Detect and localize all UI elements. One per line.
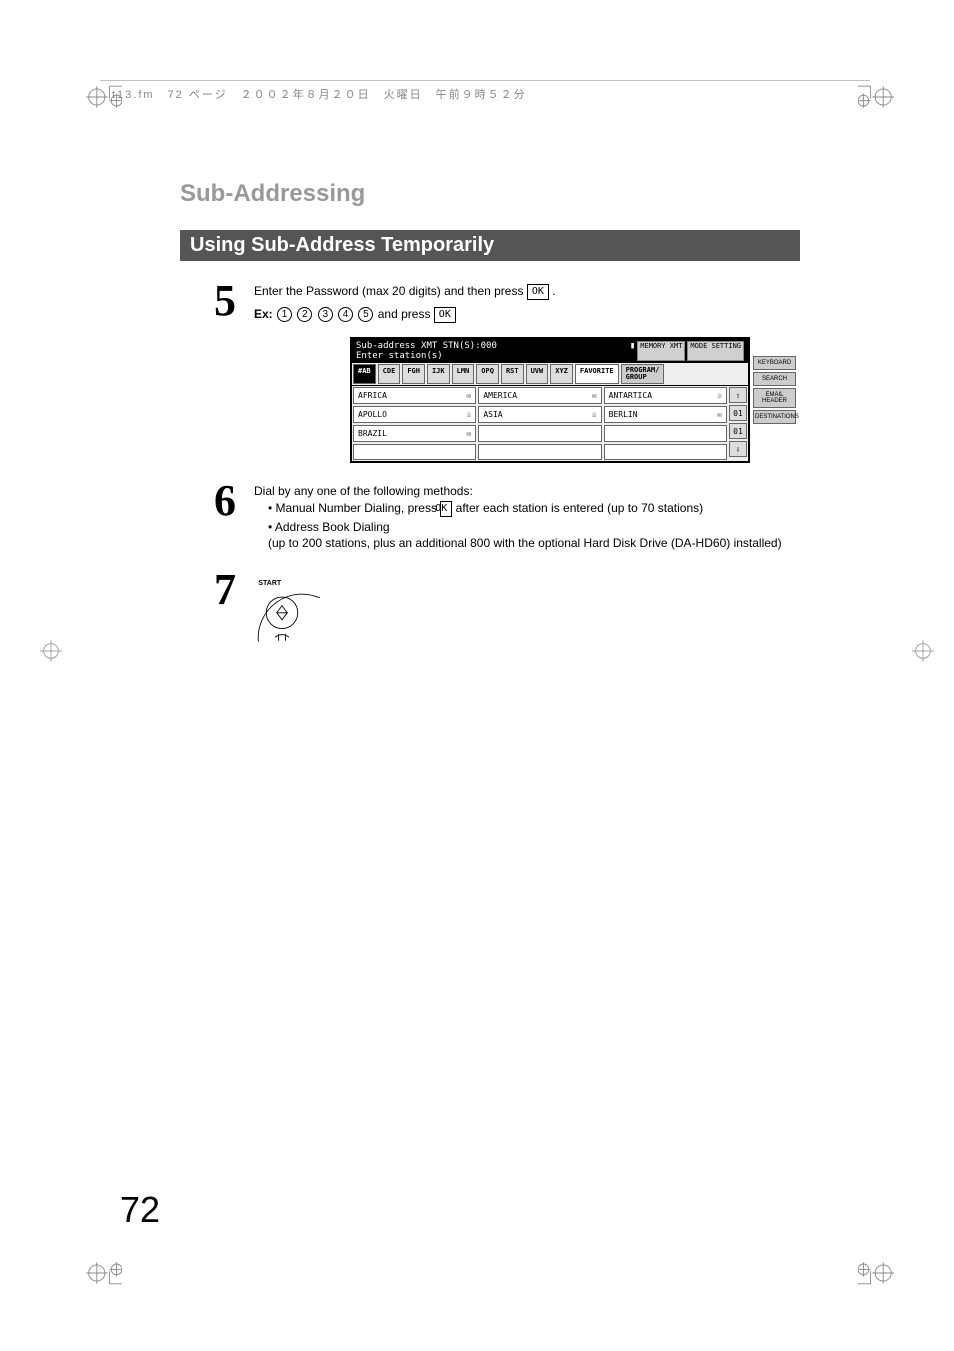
destinations-button[interactable]: DESTINATIONS (753, 410, 796, 424)
panel-header: Sub-address XMT STN(S):000 Enter station… (352, 339, 748, 363)
envelope-icon: ✉ (717, 410, 722, 419)
step-number: 6 (180, 479, 236, 523)
header-rule (100, 80, 870, 81)
ui-panel-wrap: Sub-address XMT STN(S):000 Enter station… (180, 337, 800, 463)
envelope-icon: ✉ (467, 429, 472, 438)
step-body: START (254, 568, 800, 651)
alpha-tabs: #AB CDE FGH IJK LMN OPQ RST UVW XYZ FAVO… (352, 363, 748, 386)
scroll-pos: 01 (729, 423, 747, 439)
bullet-address-book: • Address Book Dialing (up to 200 statio… (268, 519, 800, 553)
start-button-diagram: START (254, 576, 324, 646)
digit-3: 3 (318, 307, 333, 322)
scroll-down-button[interactable]: ⇩ (729, 441, 747, 457)
envelope-icon: ✉ (592, 391, 597, 400)
tab-program-group[interactable]: PROGRAM/ GROUP (621, 364, 665, 384)
station-cell[interactable]: AMERICA✉ (478, 387, 601, 404)
tab-ijk[interactable]: IJK (427, 364, 450, 384)
page-content: Sub-Addressing Using Sub-Address Tempora… (180, 180, 800, 665)
step6-intro: Dial by any one of the following methods… (254, 483, 800, 500)
panel-header-text: Sub-address XMT STN(S):000 Enter station… (356, 341, 497, 361)
tab-favorite[interactable]: FAVORITE (575, 364, 619, 384)
station-cell[interactable] (604, 444, 727, 460)
tab-xyz[interactable]: XYZ (550, 364, 573, 384)
step-7: 7 START (180, 568, 800, 651)
ok-key: OK (527, 284, 549, 300)
ex-mid: and press (378, 307, 434, 321)
scroll-pos: 01 (729, 405, 747, 421)
station-cell[interactable]: ANTARTICA☏ (604, 387, 727, 404)
ex-label: Ex: (254, 307, 273, 321)
side-mark-icon (912, 640, 934, 662)
tab-ab[interactable]: #AB (353, 364, 376, 384)
bullet-manual-dial: • Manual Number Dialing, press OK after … (268, 500, 800, 517)
fax-icon: ☏ (467, 410, 472, 419)
memory-xmt-button[interactable]: MEMORY XMT (637, 341, 685, 361)
station-cell[interactable] (478, 425, 601, 442)
station-cell[interactable]: BRAZIL✉ (353, 425, 476, 442)
fax-icon: ☏ (592, 410, 597, 419)
step-number: 7 (180, 568, 236, 612)
step-number: 5 (180, 279, 236, 323)
station-panel: Sub-address XMT STN(S):000 Enter station… (350, 337, 750, 463)
ok-key: OK (434, 307, 456, 323)
fax-icon: ☏ (717, 391, 722, 400)
bullet-address-book-sub: (up to 200 stations, plus an additional … (278, 535, 800, 552)
envelope-icon: ✉ (467, 391, 472, 400)
tab-lmn[interactable]: LMN (452, 364, 475, 384)
digit-4: 4 (338, 307, 353, 322)
page-number: 72 (120, 1189, 160, 1231)
step5-text-b: . (552, 284, 555, 298)
ok-key: OK (440, 501, 452, 517)
crop-mark-icon (86, 1255, 122, 1291)
digit-1: 1 (277, 307, 292, 322)
signal-icon: ▮ (630, 341, 635, 361)
station-cell[interactable]: BERLIN✉ (604, 406, 727, 423)
digit-2: 2 (297, 307, 312, 322)
digit-5: 5 (358, 307, 373, 322)
station-cell[interactable] (604, 425, 727, 442)
station-cell[interactable] (353, 444, 476, 460)
side-mark-icon (40, 640, 62, 662)
diamond-icon (277, 606, 288, 620)
email-header-button[interactable]: EMAIL HEADER (753, 388, 796, 408)
keyboard-button[interactable]: KEYBOARD (753, 356, 796, 370)
scroll-up-button[interactable]: ⇧ (729, 387, 747, 403)
step-body: Enter the Password (max 20 digits) and t… (254, 279, 800, 323)
tab-opq[interactable]: OPQ (476, 364, 499, 384)
station-cell[interactable]: APOLLO☏ (353, 406, 476, 423)
start-label: START (258, 580, 282, 587)
mode-setting-button[interactable]: MODE SETTING (687, 341, 744, 361)
tab-fgh[interactable]: FGH (402, 364, 425, 384)
station-cell[interactable]: AFRICA✉ (353, 387, 476, 404)
tab-rst[interactable]: RST (501, 364, 524, 384)
step-6: 6 Dial by any one of the following metho… (180, 479, 800, 554)
step-body: Dial by any one of the following methods… (254, 479, 800, 554)
header-stamp: t13.fm 72 ページ ２００２年８月２０日 火曜日 午前９時５２分 (112, 86, 527, 102)
tab-uvw[interactable]: UVW (526, 364, 549, 384)
crop-mark-icon (858, 1255, 894, 1291)
station-cell[interactable] (478, 444, 601, 460)
station-cell[interactable]: ASIA☏ (478, 406, 601, 423)
step-5: 5 Enter the Password (max 20 digits) and… (180, 279, 800, 323)
crop-mark-icon (858, 79, 894, 115)
search-button[interactable]: SEARCH (753, 372, 796, 386)
sub-banner: Using Sub-Address Temporarily (180, 230, 800, 261)
tab-cde[interactable]: CDE (378, 364, 401, 384)
section-title: Sub-Addressing (180, 180, 800, 208)
step5-text-a: Enter the Password (max 20 digits) and t… (254, 284, 527, 298)
side-button-panel: KEYBOARD SEARCH EMAIL HEADER DESTINATION… (753, 355, 796, 425)
